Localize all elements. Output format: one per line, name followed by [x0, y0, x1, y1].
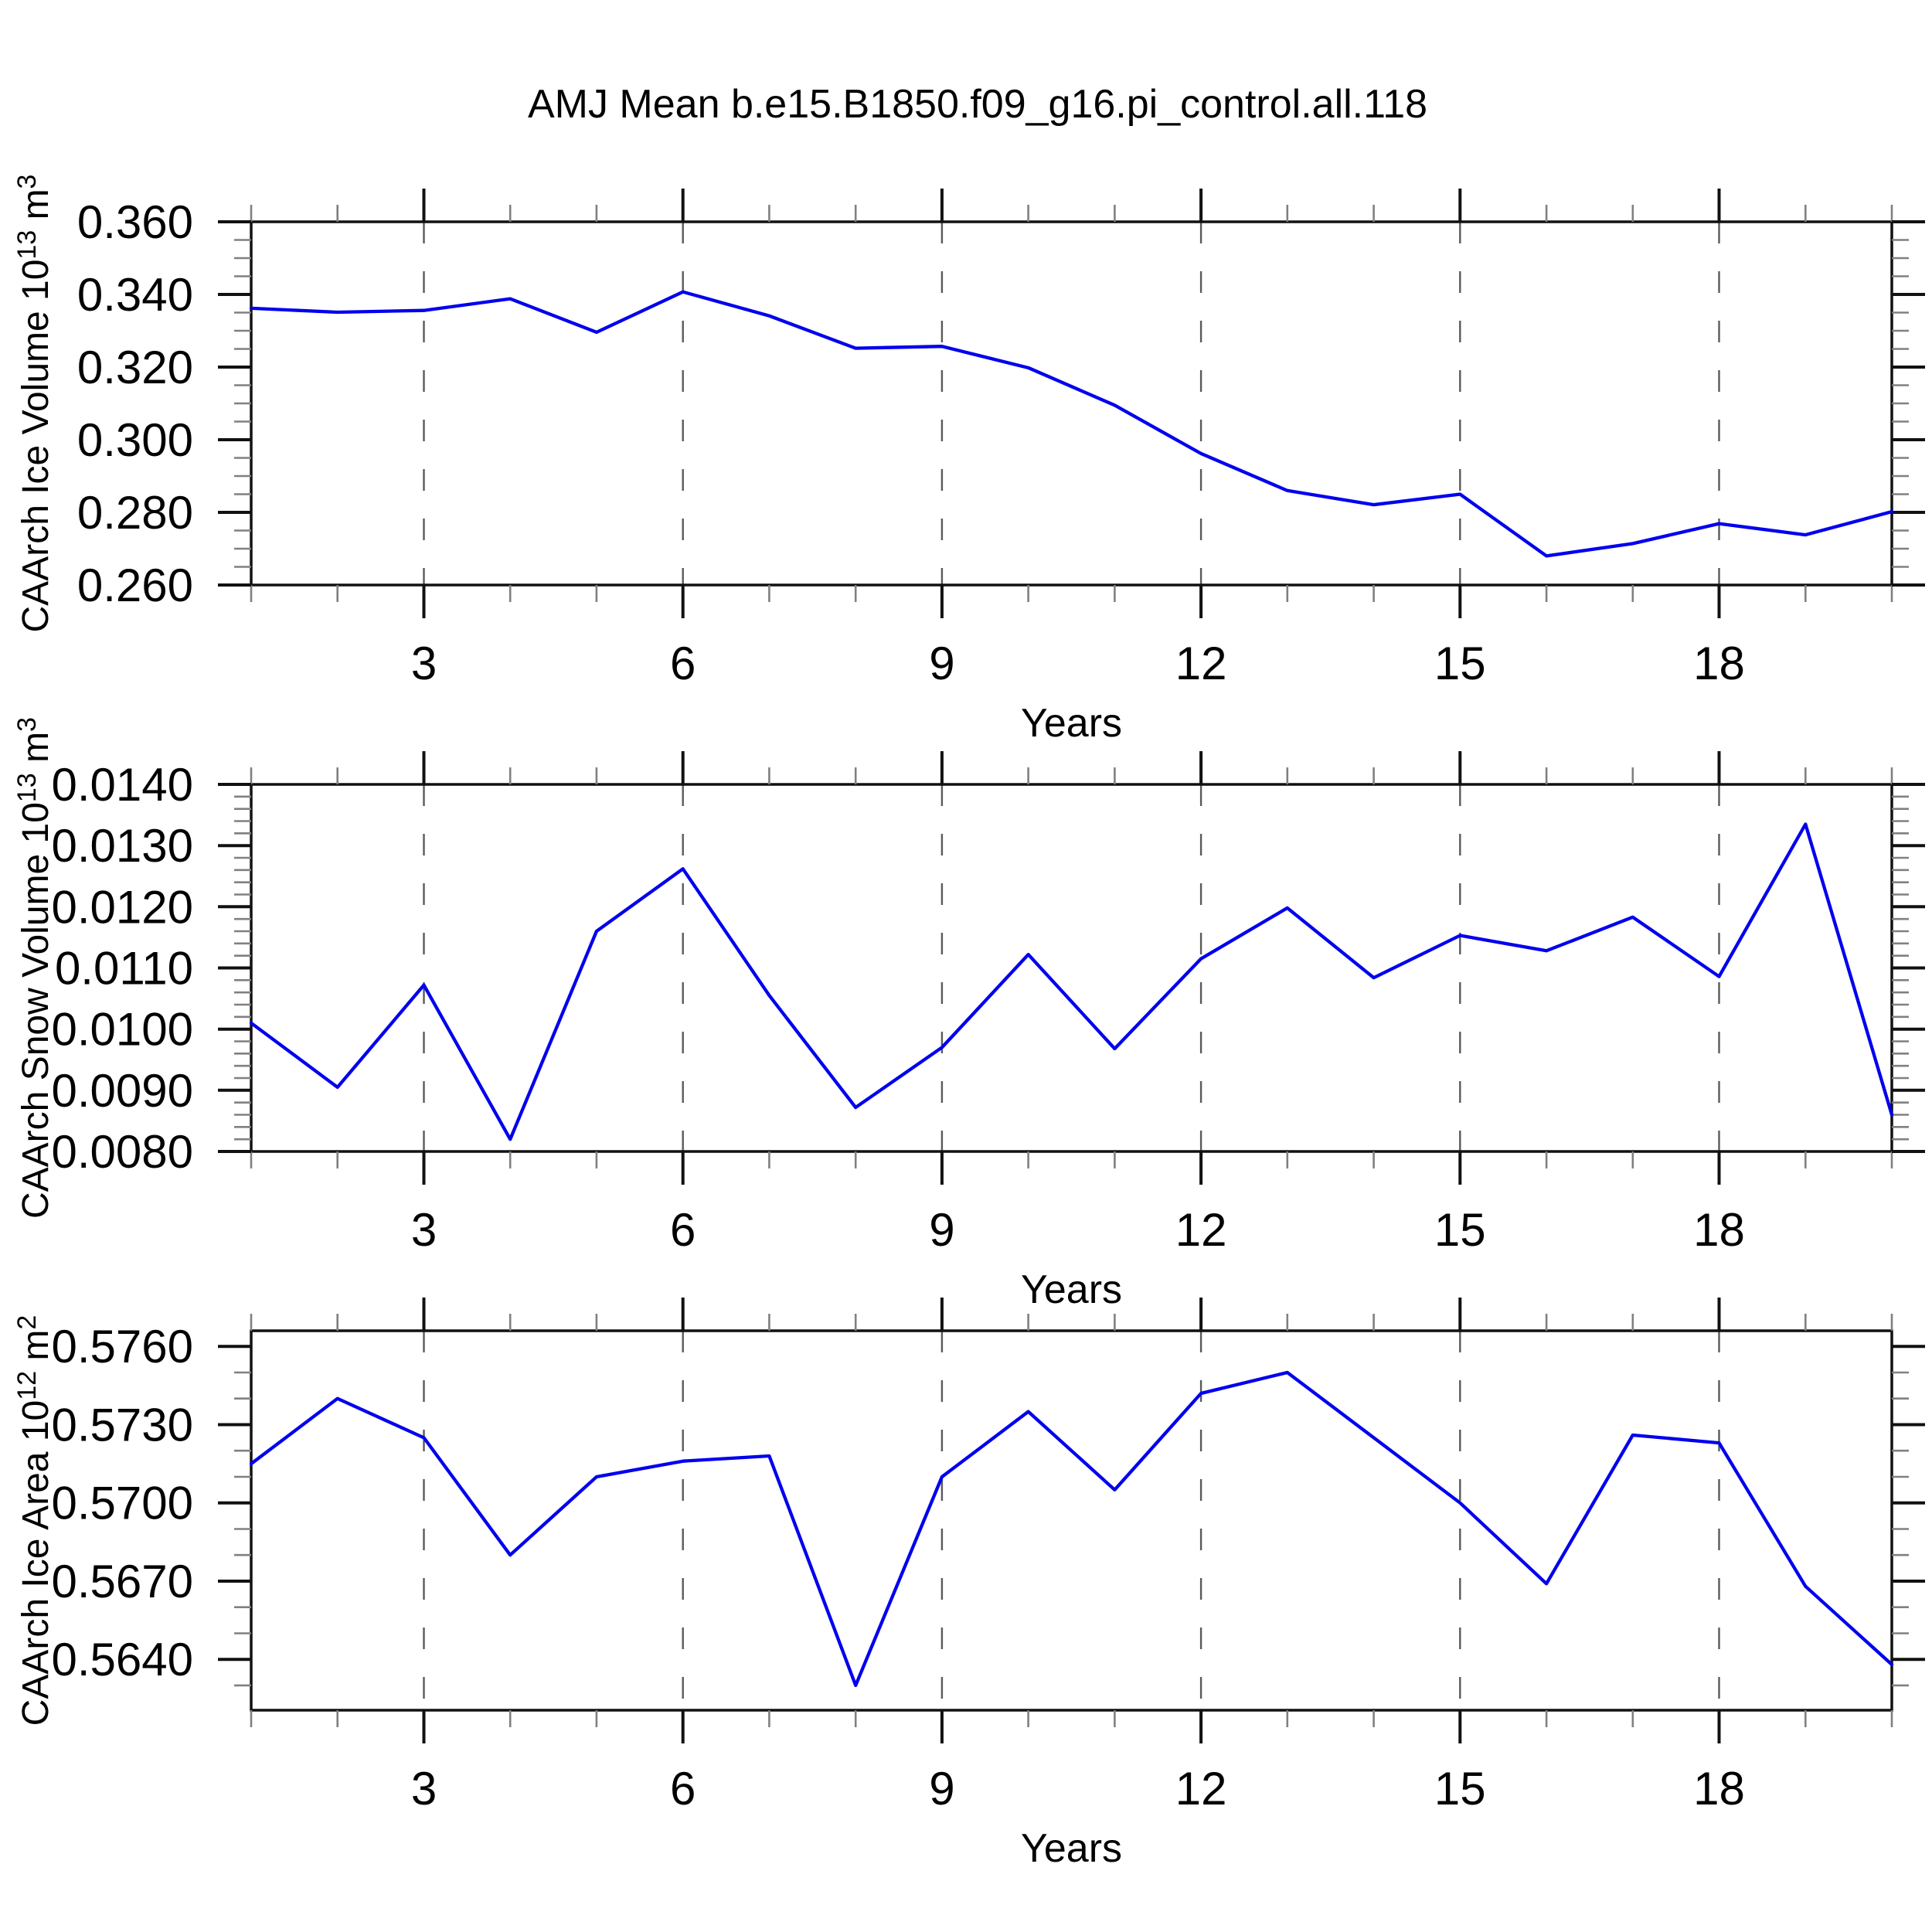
- y-tick-label: 0.280: [77, 487, 193, 539]
- y-axis-title: CAArch Ice Area 1012 m2: [12, 1315, 56, 1726]
- y-axis-title-superscript: 12: [12, 1371, 42, 1400]
- x-tick-label: 6: [670, 1763, 696, 1815]
- chart-snow-volume: 3 6 9 12 15 18 0.0080 0.0090 0.0100 0.0110 0.0120 0…: [12, 717, 1925, 1312]
- x-tick-label: 12: [1175, 1204, 1227, 1256]
- y-tick-label: 0.5670: [51, 1556, 193, 1607]
- y-axis-title: CAArch Ice Volume 1013 m3: [12, 175, 56, 633]
- y-tick-label: 0.0130: [51, 820, 193, 872]
- y-tick-label: 0.5730: [51, 1400, 193, 1451]
- figure-title: AMJ Mean b.e15.B1850.f09_g16.pi_control.…: [528, 82, 1427, 127]
- y-tick-label: 0.5700: [51, 1478, 193, 1529]
- y-tick-label: 0.300: [77, 414, 193, 466]
- y-tick-label: 0.340: [77, 269, 193, 321]
- data-line: [249, 1370, 1894, 1688]
- y-axis-title-text: m: [15, 1330, 56, 1371]
- y-axis-title-superscript: 13: [12, 773, 42, 802]
- x-axis-title: Years: [1021, 1826, 1122, 1871]
- x-axis-title: Years: [1021, 701, 1122, 746]
- y-tick-label: 0.0080: [51, 1126, 193, 1178]
- x-tick-label: 12: [1175, 1763, 1227, 1815]
- x-tick-label: 9: [929, 1763, 954, 1815]
- y-tick-label: 0.0140: [51, 759, 193, 811]
- chart-ice-area: 3 6 9 12 15 18 0.5640 0.5670 0.5700 0.5730 0.5760 Y…: [12, 1298, 1925, 1871]
- y-tick-label: 0.360: [77, 196, 193, 248]
- x-tick-label: 3: [411, 1763, 437, 1815]
- y-axis-title-text: CAArch Ice Area 10: [15, 1400, 56, 1726]
- y-axis-title-superscript: 13: [12, 230, 42, 260]
- charts-container: 3 6 9 12 15 18 0.260 0.280 0.300 0.320 0.340 0.360 Y…: [12, 175, 1925, 1871]
- y-axis-title-superscript: 3: [12, 717, 42, 732]
- y-tick-label: 0.320: [77, 342, 193, 393]
- y-axis-title-text: m: [15, 732, 56, 773]
- y-axis-title-text: CAArch Snow Volume 10: [15, 802, 56, 1219]
- x-tick-label: 12: [1175, 638, 1227, 689]
- x-tick-label: 9: [929, 638, 954, 689]
- plot-frame: [250, 1329, 1893, 1712]
- y-axis-title-superscript: 2: [12, 1315, 42, 1330]
- x-tick-label: 15: [1434, 1204, 1486, 1256]
- y-tick-label: 0.0090: [51, 1065, 193, 1117]
- x-tick-label: 15: [1434, 1763, 1486, 1815]
- x-tick-label: 15: [1434, 638, 1486, 689]
- chart-ice-volume: 3 6 9 12 15 18 0.260 0.280 0.300 0.320 0.340 0.360 Y…: [12, 175, 1925, 746]
- y-tick-label: 0.0100: [51, 1004, 193, 1056]
- plot-frame: [250, 220, 1893, 587]
- y-tick-label: 0.260: [77, 560, 193, 611]
- y-tick-label: 0.5760: [51, 1321, 193, 1372]
- x-tick-label: 9: [929, 1204, 954, 1256]
- x-tick-label: 6: [670, 1204, 696, 1256]
- y-axis-title-text: CAArch Ice Volume 10: [15, 260, 56, 633]
- x-tick-label: 18: [1693, 1204, 1745, 1256]
- y-axis-title-superscript: 3: [12, 175, 42, 189]
- x-axis-title: Years: [1021, 1267, 1122, 1312]
- y-axis-title-text: m: [15, 189, 56, 230]
- y-tick-label: 0.5640: [51, 1634, 193, 1685]
- y-axis-title: CAArch Snow Volume 1013 m3: [12, 717, 56, 1219]
- data-line: [249, 290, 1894, 558]
- x-tick-label: 3: [411, 638, 437, 689]
- y-tick-label: 0.0110: [55, 943, 193, 995]
- data-line: [249, 822, 1894, 1141]
- plot-frame: [250, 783, 1893, 1153]
- y-tick-label: 0.0120: [51, 881, 193, 933]
- x-tick-label: 6: [670, 638, 696, 689]
- x-tick-label: 18: [1693, 638, 1745, 689]
- x-tick-label: 18: [1693, 1763, 1745, 1815]
- x-tick-label: 3: [411, 1204, 437, 1256]
